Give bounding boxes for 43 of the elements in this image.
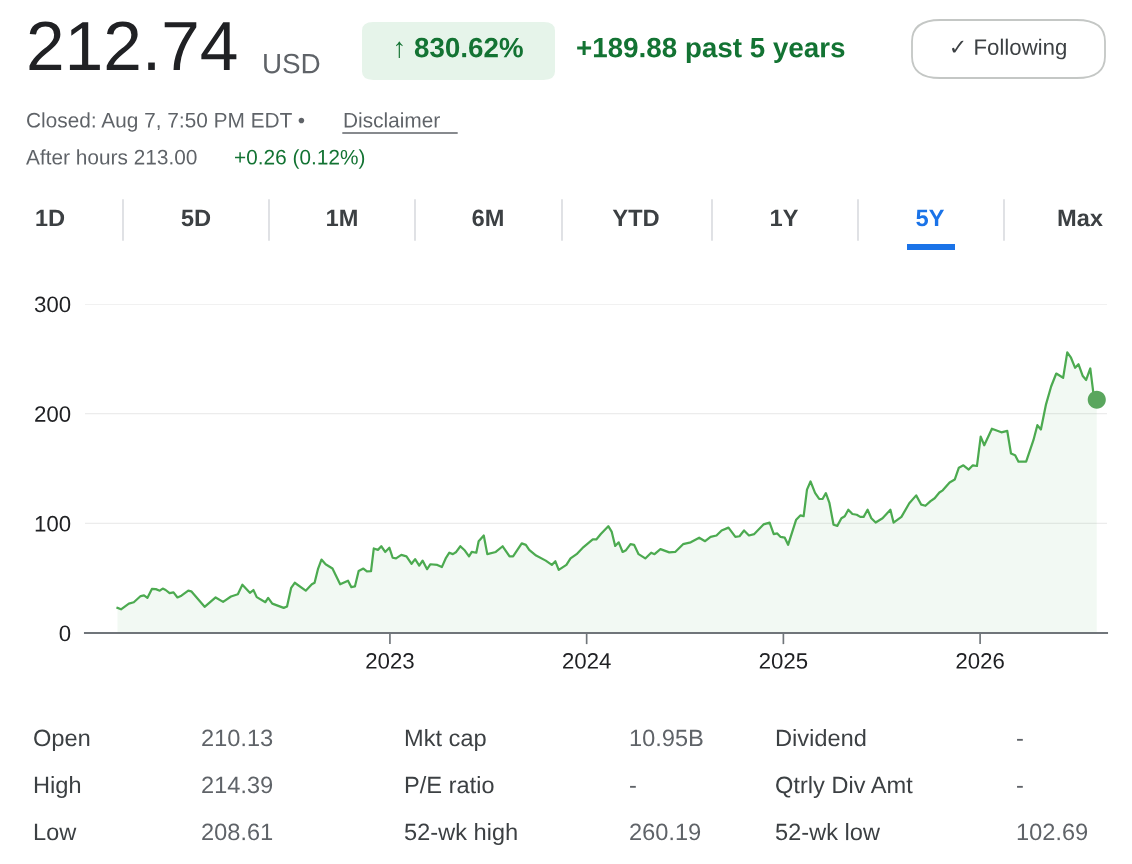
text: Dividend xyxy=(776,728,866,747)
text: 1D xyxy=(36,209,65,227)
text: High xyxy=(34,775,81,799)
y-tick-label: 200 xyxy=(35,406,71,422)
text: Mkt cap xyxy=(405,728,486,752)
text: After hours 213.00 xyxy=(26,149,197,165)
text: 210.13 xyxy=(202,729,273,747)
text: Max xyxy=(1058,209,1103,227)
text: 10.95B xyxy=(630,729,703,747)
text: +0.26 (0.12%) xyxy=(235,149,365,169)
text: - xyxy=(1017,785,1023,788)
text: P/E ratio xyxy=(405,775,494,794)
text: 260.19 xyxy=(630,823,701,841)
text: 212.74 xyxy=(29,21,237,70)
text: ✓ Following xyxy=(952,38,1066,60)
y-tick-label: 100 xyxy=(35,515,71,532)
text: Qtrly Div Amt xyxy=(776,775,913,799)
x-tick-label: 2026 xyxy=(956,653,1004,669)
text: YTD xyxy=(612,209,659,227)
text: 1Y xyxy=(771,209,799,227)
text: ↑ 830.62% xyxy=(396,37,523,59)
text: Disclaimer xyxy=(344,112,440,128)
text: Closed: Aug 7, 7:50 PM EDT • xyxy=(27,112,305,132)
text: 52-wk high xyxy=(404,822,517,846)
x-tick-label: 2025 xyxy=(759,653,808,669)
text: 52-wk low xyxy=(775,822,881,841)
text: 214.39 xyxy=(202,776,273,794)
text: 208.61 xyxy=(202,823,273,841)
text: USD xyxy=(264,53,320,74)
text: 5D xyxy=(181,209,211,227)
x-tick-label: 2023 xyxy=(366,653,414,669)
y-tick-label: 0 xyxy=(59,625,71,642)
text: - xyxy=(1017,738,1023,741)
x-tick-label: 2024 xyxy=(563,653,611,669)
text: 5Y xyxy=(916,209,945,227)
text: 6M xyxy=(472,209,503,227)
y-tick-label: 300 xyxy=(34,296,71,313)
text: Open xyxy=(34,729,90,752)
text: 1M xyxy=(327,209,357,227)
text: Low xyxy=(34,823,77,841)
text: 102.69 xyxy=(1017,823,1088,841)
text: - xyxy=(630,785,636,788)
text: +189.88 past 5 years xyxy=(577,37,845,63)
